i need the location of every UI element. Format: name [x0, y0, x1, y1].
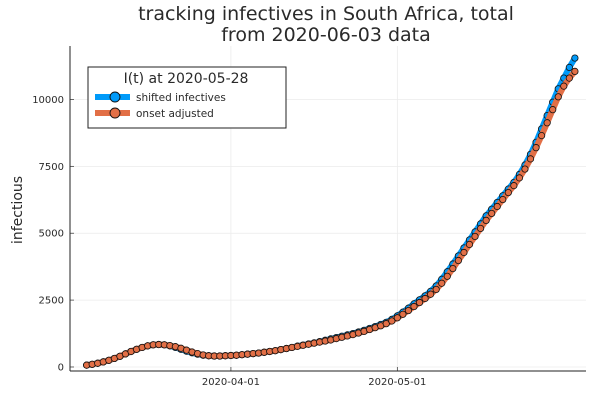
- data-point: [521, 165, 529, 173]
- series-onset-adjusted: [83, 67, 579, 369]
- data-point: [465, 240, 474, 249]
- x-tick-label: 2020-05-01: [368, 377, 426, 388]
- chart-title-line1: tracking infectives in South Africa, tot…: [138, 3, 514, 25]
- data-point: [549, 106, 557, 114]
- y-tick-label: 5000: [39, 229, 64, 240]
- x-tick-label: 2020-04-01: [202, 377, 260, 388]
- data-point: [565, 63, 573, 72]
- data-point: [554, 93, 562, 101]
- data-point: [449, 264, 457, 273]
- data-point: [565, 74, 573, 82]
- data-point: [482, 216, 490, 224]
- data-point: [432, 285, 440, 294]
- data-point: [571, 54, 579, 62]
- data-point: [471, 232, 479, 241]
- legend-title: I(t) at 2020-05-28: [124, 71, 249, 87]
- chart-title-line2: from 2020-06-03 data: [221, 24, 431, 46]
- data-point: [427, 290, 435, 298]
- y-axis-label: infectious: [10, 176, 26, 244]
- data-point: [388, 317, 396, 325]
- data-point: [493, 202, 501, 211]
- data-point: [438, 279, 446, 287]
- data-point: [488, 209, 496, 218]
- data-point: [460, 248, 468, 257]
- data-point: [393, 314, 401, 322]
- data-point: [443, 272, 451, 280]
- data-point: [454, 256, 462, 265]
- y-tick-label: 0: [58, 362, 64, 373]
- data-point: [399, 310, 407, 318]
- legend-marker-shifted-infectives: [109, 91, 121, 103]
- data-point: [560, 82, 568, 90]
- data-point: [526, 155, 535, 163]
- legend: I(t) at 2020-05-28 shifted infectives on…: [87, 66, 287, 129]
- data-point: [415, 298, 424, 307]
- data-point: [543, 119, 551, 127]
- plot-area: [83, 54, 579, 369]
- data-point: [510, 182, 518, 190]
- tick-labels: 0 2500 5000 7500 10000 2020-04-01 2020-05-01: [32, 95, 426, 388]
- legend-label-onset-adjusted: onset adjusted: [136, 108, 214, 120]
- legend-marker-onset-adjusted: [109, 107, 121, 119]
- data-point: [504, 188, 512, 197]
- axes: [69, 46, 586, 372]
- data-point: [476, 224, 485, 233]
- data-point: [421, 294, 429, 303]
- y-tick-label: 7500: [39, 162, 64, 173]
- y-tick-label: 10000: [32, 95, 64, 106]
- data-point: [410, 302, 418, 311]
- data-point: [499, 195, 507, 204]
- data-point: [404, 306, 413, 315]
- y-tick-label: 2500: [39, 296, 64, 307]
- data-point: [571, 67, 579, 76]
- data-point: [538, 132, 546, 140]
- legend-label-shifted-infectives: shifted infectives: [136, 92, 226, 104]
- data-point: [532, 144, 540, 152]
- data-point: [515, 174, 524, 182]
